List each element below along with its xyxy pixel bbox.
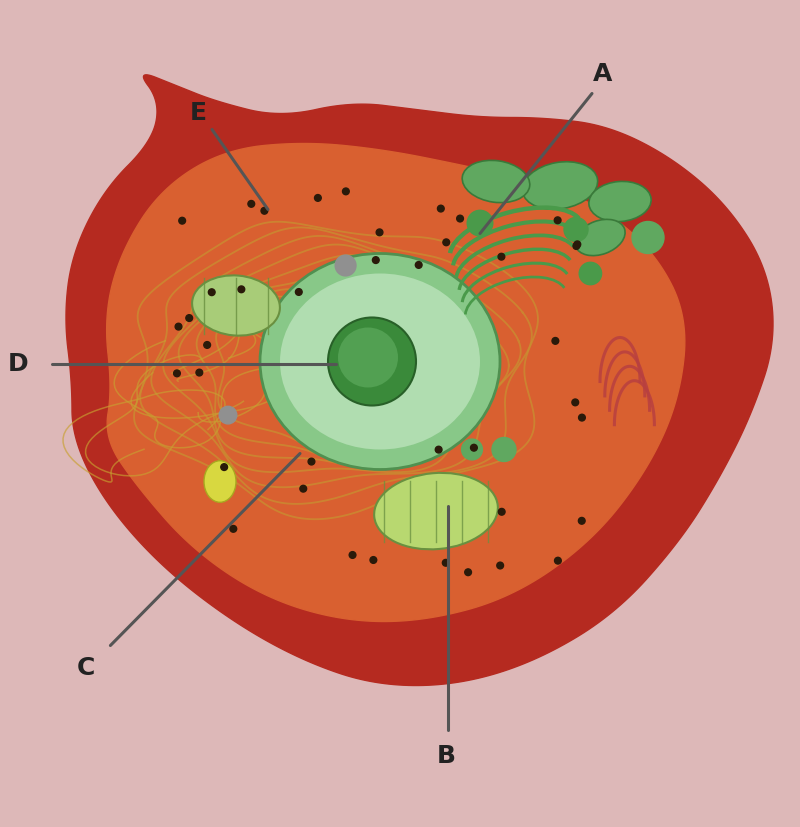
Circle shape (219, 406, 237, 424)
Circle shape (238, 286, 245, 293)
Circle shape (438, 205, 444, 212)
Circle shape (295, 289, 302, 295)
Polygon shape (106, 144, 685, 622)
Circle shape (564, 218, 588, 241)
Circle shape (443, 239, 450, 246)
Circle shape (261, 208, 268, 214)
Circle shape (467, 210, 493, 236)
Circle shape (465, 569, 471, 576)
Ellipse shape (522, 162, 598, 209)
Circle shape (248, 200, 254, 208)
Circle shape (342, 188, 350, 194)
Circle shape (470, 444, 478, 451)
Circle shape (230, 525, 237, 533)
Circle shape (442, 559, 449, 566)
Circle shape (373, 256, 379, 264)
Text: D: D (7, 352, 28, 376)
Circle shape (196, 369, 202, 376)
Circle shape (498, 509, 505, 515)
Ellipse shape (462, 160, 530, 203)
Circle shape (204, 342, 210, 348)
Circle shape (308, 458, 315, 465)
Circle shape (462, 439, 482, 460)
Circle shape (370, 557, 377, 563)
Circle shape (573, 242, 580, 250)
Ellipse shape (260, 254, 500, 470)
Ellipse shape (589, 181, 651, 222)
Circle shape (498, 253, 505, 260)
Circle shape (314, 194, 322, 201)
Circle shape (632, 222, 664, 254)
Circle shape (376, 229, 383, 236)
Circle shape (554, 557, 562, 564)
Circle shape (578, 414, 586, 421)
Ellipse shape (328, 318, 416, 405)
Circle shape (492, 437, 516, 461)
Circle shape (457, 215, 463, 222)
Circle shape (497, 562, 503, 569)
Circle shape (174, 370, 180, 377)
Circle shape (572, 399, 578, 406)
Polygon shape (66, 74, 773, 686)
Circle shape (579, 262, 602, 284)
Circle shape (578, 518, 585, 524)
Circle shape (186, 315, 193, 322)
Circle shape (552, 337, 558, 344)
Ellipse shape (338, 327, 398, 388)
Text: E: E (190, 101, 207, 125)
Text: A: A (593, 62, 612, 86)
Text: C: C (78, 656, 95, 680)
Ellipse shape (374, 473, 498, 549)
Ellipse shape (192, 275, 280, 336)
Ellipse shape (204, 461, 236, 502)
Text: B: B (437, 744, 456, 768)
Circle shape (415, 261, 422, 268)
Circle shape (300, 485, 306, 492)
Circle shape (435, 447, 442, 453)
Circle shape (221, 464, 227, 471)
Circle shape (554, 217, 561, 223)
Ellipse shape (280, 274, 480, 450)
Circle shape (335, 255, 356, 276)
Circle shape (175, 323, 182, 330)
Circle shape (179, 218, 186, 224)
Circle shape (349, 552, 356, 558)
Circle shape (208, 289, 215, 295)
Ellipse shape (575, 219, 625, 256)
Circle shape (574, 241, 581, 248)
